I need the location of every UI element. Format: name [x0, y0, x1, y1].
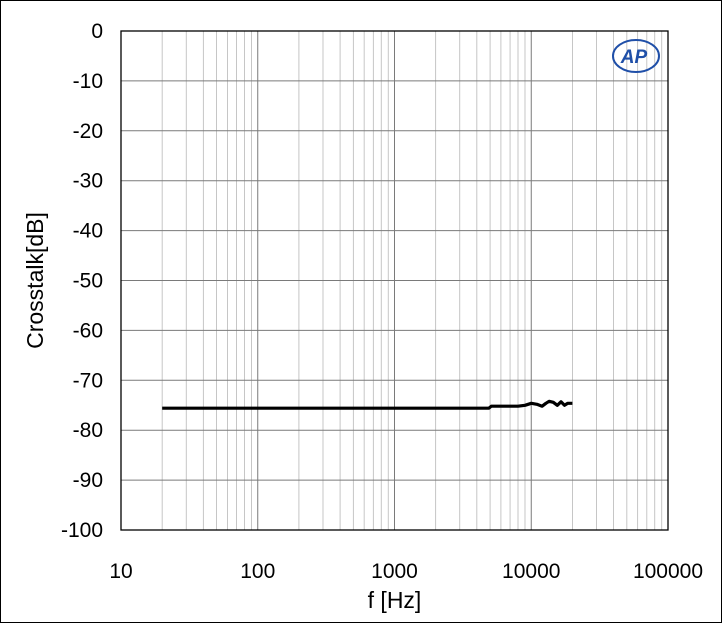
y-tick-label: -90: [73, 469, 103, 492]
y-tick-label: -30: [73, 170, 103, 193]
y-tick-label: -50: [73, 270, 103, 293]
series-layer: [162, 399, 573, 410]
x-tick-label: 1000: [371, 560, 418, 583]
x-tick-label: 100: [240, 560, 275, 583]
y-tick-label: -70: [73, 369, 103, 392]
x-tick-label: 10: [109, 560, 132, 583]
x-tick-labels: 10 100 1000 10000 100000: [109, 560, 703, 583]
y-tick-label: -20: [73, 120, 103, 143]
x-tick-label: 10000: [502, 560, 560, 583]
crosstalk-line: [162, 399, 573, 410]
y-tick-label: -60: [73, 319, 103, 342]
y-tick-label: -10: [73, 70, 103, 93]
ap-logo-icon: AP: [612, 39, 660, 73]
y-tick-labels: 0 -10 -20 -30 -40 -50 -60 -70 -80 -90 -100: [61, 20, 103, 542]
y-tick-label: -40: [73, 220, 103, 243]
y-tick-label: -100: [61, 519, 103, 542]
x-axis-title: f [Hz]: [368, 587, 422, 613]
y-tick-label: 0: [91, 20, 103, 43]
plot-area: [120, 30, 669, 531]
x-tick-label: 100000: [633, 560, 703, 583]
y-tick-label: -80: [73, 419, 103, 442]
logo-text: AP: [620, 47, 648, 68]
y-axis-title: Crosstalk[dB]: [22, 212, 48, 349]
